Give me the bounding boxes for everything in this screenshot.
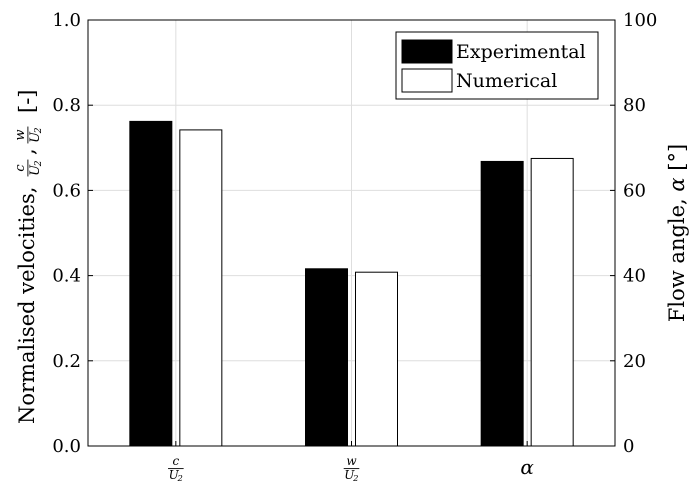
bar-experimental-0	[129, 120, 173, 447]
bar-numerical-0	[179, 129, 223, 447]
y2-tick-label-3: 60	[623, 180, 646, 201]
y-axis-label-group: Normalised velocities,c U2,w U2[-]	[13, 90, 44, 424]
x-tick-label-1-denominator-subscript: 2	[352, 473, 358, 483]
y-tick-label-2: 0.4	[52, 266, 81, 287]
y2-tick-label-1: 20	[623, 351, 646, 372]
y2-axis-label: Flow angle, α [°]	[665, 144, 689, 322]
y-axis-label-fraction-w-denominator: U	[28, 131, 43, 143]
bar-numerical-1	[355, 271, 398, 447]
y-tick-label-1: 0.2	[52, 351, 81, 372]
y2-axis-label-words: Flow angle,	[665, 192, 689, 323]
y2-axis-label-text: Flow angle, α [°]	[665, 144, 689, 322]
y-axis-label-fraction-w: w U2	[13, 126, 44, 144]
x-tick-label-0: cU2	[168, 454, 184, 483]
y-axis-label-separator: ,	[15, 148, 39, 155]
right-axis-ticks: 0 20 40 60 80 100	[610, 10, 657, 457]
legend-label-experimental: Experimental	[456, 41, 586, 63]
y-tick-label-5: 1.0	[52, 10, 81, 31]
y2-tick-label-0: 0	[623, 436, 634, 457]
y2-tick-label-5: 100	[623, 10, 657, 31]
y2-axis-label-unit: [°]	[665, 144, 689, 178]
y-axis-label-fraction-c-denominator: U	[28, 164, 43, 176]
x-tick-label-1: wU2	[343, 454, 360, 483]
legend-swatch-experimental	[401, 39, 453, 64]
y-tick-label-3: 0.6	[52, 180, 81, 201]
left-axis-ticks: 0.0 0.2 0.4 0.6 0.8 1.0	[52, 10, 93, 457]
y-axis-label-fraction-c: c U2	[13, 159, 44, 177]
y-axis-label-fraction-c-denominator-subscript: 2	[34, 160, 44, 167]
bar-experimental-2	[480, 160, 524, 447]
legend: Experimental Numerical	[395, 31, 599, 100]
x-tick-label-0-denominator: U	[169, 468, 180, 482]
y2-tick-label-4: 80	[623, 95, 646, 116]
x-tick-label-1-numerator: w	[346, 454, 357, 468]
y-tick-label-4: 0.8	[52, 95, 81, 116]
x-tick-label-1-denominator: U	[344, 468, 355, 482]
bar-numerical-2	[530, 157, 574, 447]
legend-swatch-numerical	[401, 68, 453, 93]
y-axis-label: Normalised velocities,c U2,w U2[-]	[13, 90, 44, 424]
bar-experimental-1	[305, 268, 348, 447]
y-axis-label-fraction-w-numerator: w	[13, 129, 28, 140]
y-tick-label-0: 0.0	[52, 436, 81, 457]
y-axis-label-fraction-w-denominator-subscript: 2	[34, 127, 44, 134]
bars	[129, 120, 574, 447]
y2-axis-label-symbol: α	[665, 177, 689, 191]
y-axis-label-unit: [-]	[15, 90, 39, 113]
y2-tick-label-2: 40	[623, 266, 646, 287]
legend-label-numerical: Numerical	[456, 70, 557, 92]
y-axis-label-fraction-c-numerator: c	[13, 164, 28, 172]
x-tick-label-0-denominator-subscript: 2	[176, 473, 182, 483]
x-tick-label-2: α	[520, 455, 534, 479]
x-tick-label-0-numerator: c	[172, 454, 179, 468]
y-axis-label-text: Normalised velocities,	[15, 187, 39, 424]
y2-axis-label-group: Flow angle, α [°]	[665, 144, 689, 322]
